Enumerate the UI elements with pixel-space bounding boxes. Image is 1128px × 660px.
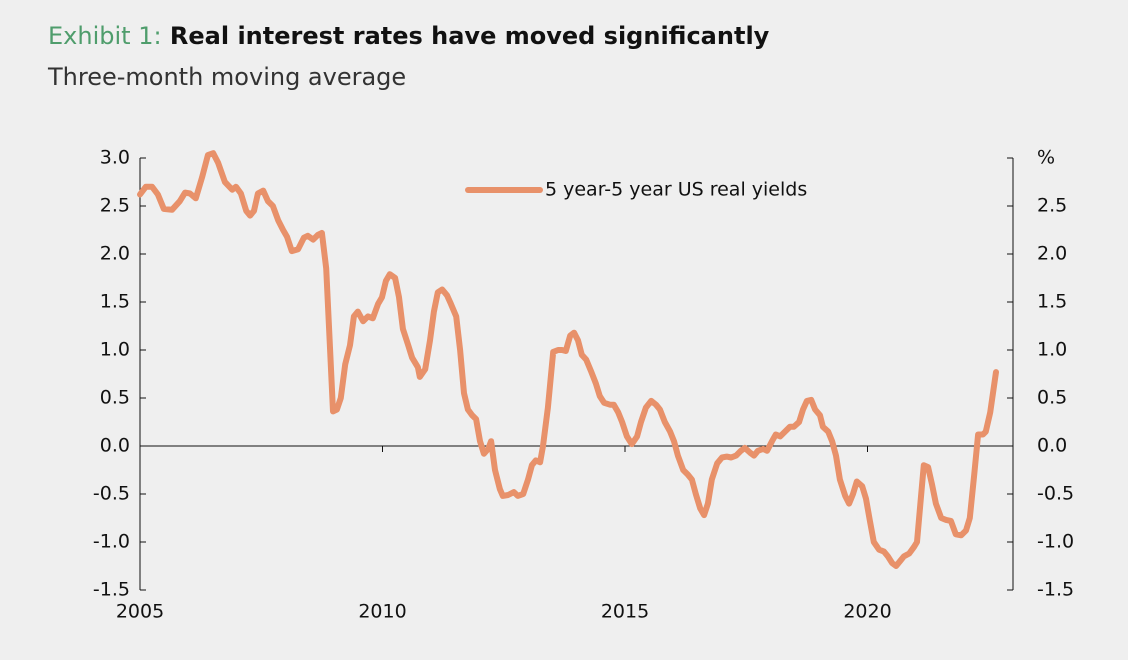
y-tick-label: -0.5 <box>93 483 130 505</box>
chart-subtitle: Three-month moving average <box>47 63 406 91</box>
y2-tick-label: 1.0 <box>1037 339 1067 361</box>
y2-tick-label: -1.0 <box>1037 531 1074 553</box>
y2-tick-label: 2.5 <box>1037 195 1067 217</box>
x-tick-label: 2005 <box>116 601 164 623</box>
y-tick-label: 1.5 <box>100 291 130 313</box>
y-tick-label: 2.5 <box>100 195 130 217</box>
y-tick-label: 2.0 <box>100 243 130 265</box>
y2-tick-label: % <box>1037 147 1055 169</box>
y2-tick-label: -0.5 <box>1037 483 1074 505</box>
x-tick-label: 2010 <box>358 601 406 623</box>
legend-label: 5 year-5 year US real yields <box>545 179 807 201</box>
y-tick-label: 0.0 <box>100 435 130 457</box>
y-tick-label: -1.0 <box>93 531 130 553</box>
y2-tick-label: 0.0 <box>1037 435 1067 457</box>
exhibit-label: Exhibit 1: <box>48 22 162 50</box>
y-tick-label: 0.5 <box>100 387 130 409</box>
title-text: Real interest rates have moved significa… <box>170 22 770 50</box>
y2-tick-label: 1.5 <box>1037 291 1067 313</box>
y2-tick-label: 0.5 <box>1037 387 1067 409</box>
y-tick-label: -1.5 <box>93 579 130 601</box>
y-tick-label: 3.0 <box>100 147 130 169</box>
y-tick-label: 1.0 <box>100 339 130 361</box>
y2-tick-label: -1.5 <box>1037 579 1074 601</box>
chart-title: Exhibit 1: Real interest rates have move… <box>48 22 770 50</box>
data-line <box>137 150 999 569</box>
y2-tick-label: 2.0 <box>1037 243 1067 265</box>
x-tick-label: 2020 <box>843 601 891 623</box>
x-tick-label: 2015 <box>601 601 649 623</box>
